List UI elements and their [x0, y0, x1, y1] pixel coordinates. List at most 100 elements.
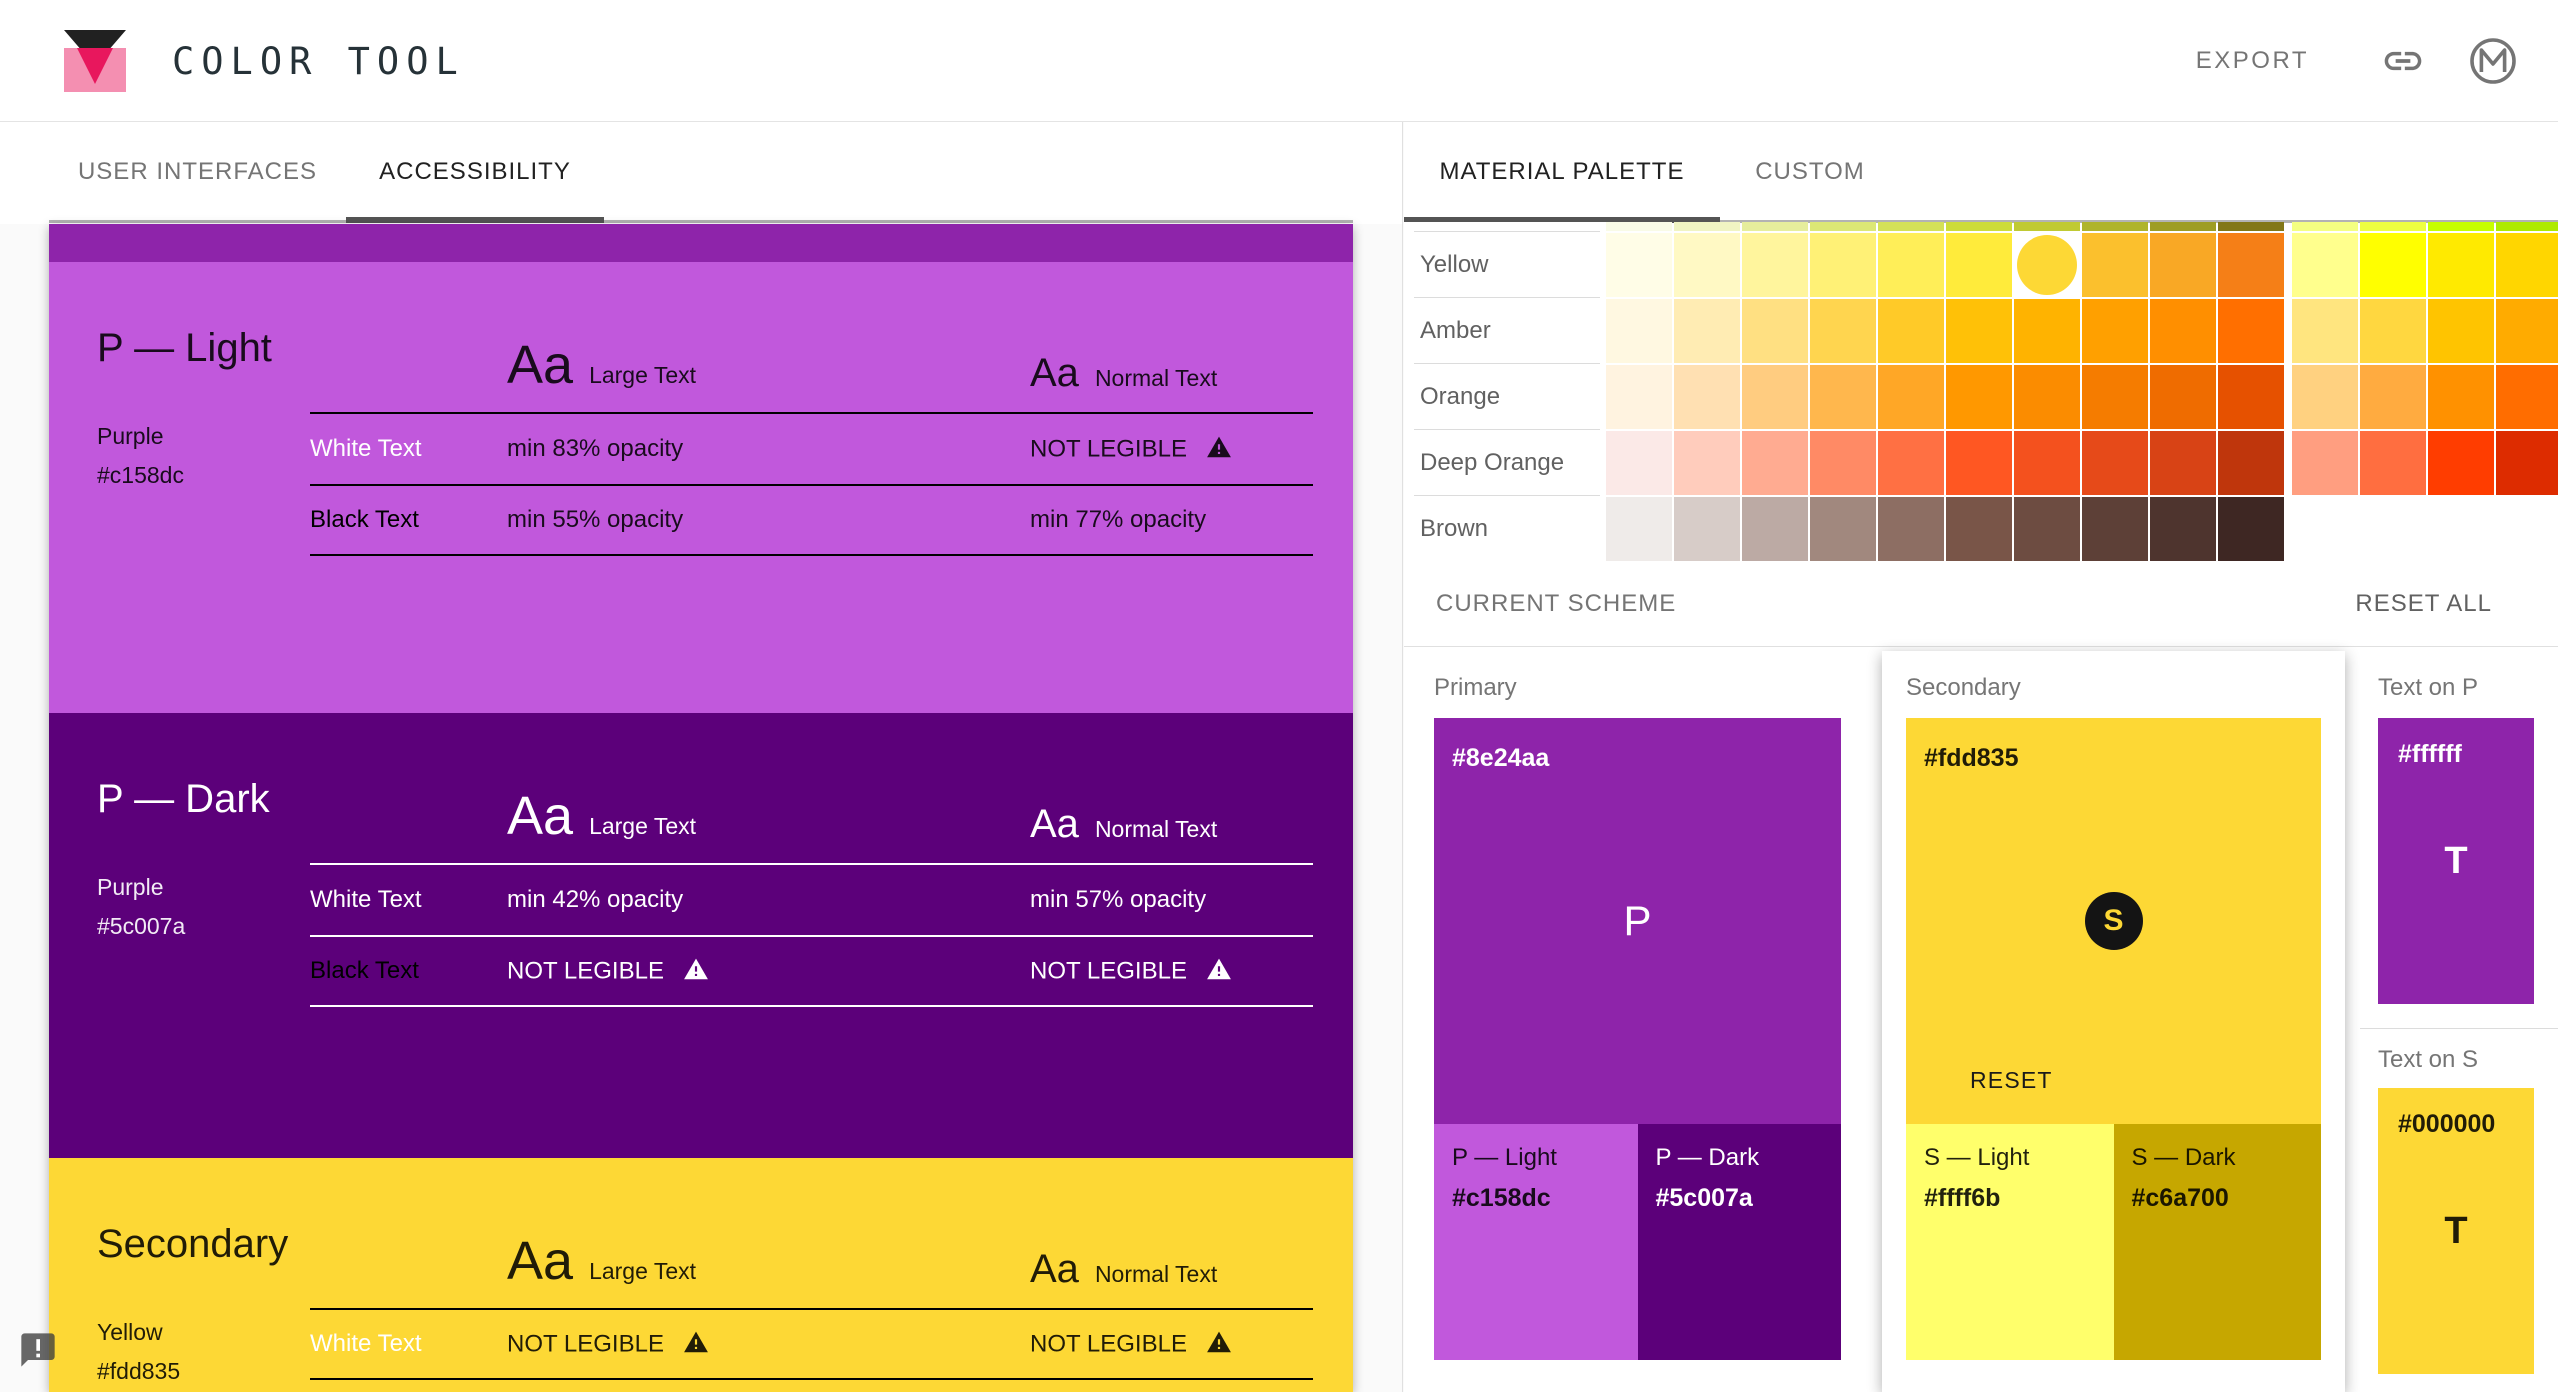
palette-swatch[interactable]	[1878, 431, 1944, 495]
palette-swatch[interactable]	[2150, 497, 2216, 561]
palette-swatch[interactable]	[2496, 431, 2558, 495]
palette-swatch[interactable]	[1674, 431, 1740, 495]
palette-swatch[interactable]	[1946, 233, 2012, 297]
palette-swatch[interactable]	[2150, 299, 2216, 363]
palette-swatch[interactable]	[1810, 222, 1876, 231]
palette-swatch[interactable]	[1674, 497, 1740, 561]
palette-swatch[interactable]	[1606, 299, 1672, 363]
palette-swatch[interactable]	[1742, 365, 1808, 429]
palette-swatch[interactable]	[1878, 233, 1944, 297]
palette-swatch[interactable]	[1810, 431, 1876, 495]
palette-swatch[interactable]	[1674, 299, 1740, 363]
export-button[interactable]: EXPORT	[2195, 47, 2309, 74]
palette-swatch[interactable]	[1606, 431, 1672, 495]
feedback-button[interactable]	[18, 1330, 58, 1370]
palette-swatch[interactable]	[2082, 233, 2148, 297]
material-account-icon[interactable]	[2469, 37, 2517, 85]
palette-swatch[interactable]	[2218, 299, 2284, 363]
reset-all-button[interactable]: RESET ALL	[2355, 589, 2492, 617]
palette-swatch[interactable]	[1606, 497, 1672, 561]
palette-swatch[interactable]	[2292, 365, 2358, 429]
palette-swatch[interactable]	[2014, 431, 2080, 495]
palette-swatch[interactable]	[2428, 431, 2494, 495]
palette-swatch[interactable]	[2428, 365, 2494, 429]
palette-swatch[interactable]	[1810, 299, 1876, 363]
palette-swatch[interactable]	[2014, 365, 2080, 429]
warning-icon	[1207, 958, 1231, 980]
palette-swatch[interactable]	[1674, 365, 1740, 429]
palette-swatch[interactable]	[2218, 431, 2284, 495]
palette-swatch[interactable]	[1742, 299, 1808, 363]
text-on-primary-swatch[interactable]: #ffffff T	[2378, 718, 2534, 1004]
palette-swatch[interactable]	[2150, 431, 2216, 495]
secondary-light-swatch[interactable]: S — Light #ffff6b	[1906, 1124, 2114, 1360]
palette-swatch[interactable]	[2496, 222, 2558, 231]
tab-material-palette[interactable]: MATERIAL PALETTE	[1439, 157, 1685, 185]
palette-swatch[interactable]	[2292, 299, 2358, 363]
palette-swatch[interactable]	[2082, 222, 2148, 231]
palette-swatch[interactable]	[1674, 233, 1740, 297]
palette-swatch[interactable]	[1878, 365, 1944, 429]
palette-swatch[interactable]	[2360, 299, 2426, 363]
tab-custom[interactable]: CUSTOM	[1755, 157, 1865, 185]
palette-swatch[interactable]	[1742, 233, 1808, 297]
palette-swatch[interactable]	[2360, 233, 2426, 297]
tab-user-interfaces[interactable]: USER INTERFACES	[77, 157, 318, 185]
palette-swatch[interactable]	[2014, 222, 2080, 231]
palette-swatch[interactable]	[1810, 233, 1876, 297]
palette-swatch[interactable]	[2082, 431, 2148, 495]
palette-swatch[interactable]	[1810, 497, 1876, 561]
palette-swatch[interactable]	[2218, 233, 2284, 297]
palette-swatch[interactable]	[2218, 365, 2284, 429]
palette-swatch[interactable]	[1946, 431, 2012, 495]
palette-swatch[interactable]	[2014, 299, 2080, 363]
palette-swatch[interactable]	[2082, 365, 2148, 429]
reset-secondary-button[interactable]: RESET	[1970, 1067, 2053, 1093]
text-on-secondary-swatch[interactable]: #000000 T	[2378, 1088, 2534, 1374]
palette-swatch[interactable]	[2496, 299, 2558, 363]
secondary-dark-swatch[interactable]: S — Dark #c6a700	[2113, 1124, 2321, 1360]
palette-swatch[interactable]	[1742, 222, 1808, 231]
primary-light-swatch[interactable]: P — Light #c158dc	[1434, 1124, 1638, 1360]
palette-swatch[interactable]	[2360, 222, 2426, 231]
palette-swatch[interactable]	[2218, 222, 2284, 231]
palette-swatch[interactable]	[2150, 233, 2216, 297]
palette-swatch[interactable]	[1742, 497, 1808, 561]
palette-swatch[interactable]	[2014, 497, 2080, 561]
palette-swatch[interactable]	[2292, 431, 2358, 495]
palette-swatch[interactable]	[2496, 233, 2558, 297]
palette-swatch[interactable]	[1878, 497, 1944, 561]
palette-swatch[interactable]	[1878, 299, 1944, 363]
palette-swatch-selected[interactable]	[2014, 233, 2080, 297]
palette-swatch[interactable]	[2150, 365, 2216, 429]
palette-swatch[interactable]	[1606, 233, 1672, 297]
palette-swatch[interactable]	[2360, 365, 2426, 429]
palette-swatch[interactable]	[2292, 233, 2358, 297]
palette-swatch[interactable]	[1946, 299, 2012, 363]
palette-swatch[interactable]	[1946, 365, 2012, 429]
palette-swatch[interactable]	[1674, 222, 1740, 231]
palette-swatch[interactable]	[1946, 222, 2012, 231]
palette-swatch[interactable]	[2150, 222, 2216, 231]
palette-swatch[interactable]	[1946, 497, 2012, 561]
palette-swatch[interactable]	[2360, 431, 2426, 495]
palette-swatch[interactable]	[2428, 233, 2494, 297]
palette-swatch[interactable]	[1606, 222, 1672, 231]
palette-swatch[interactable]	[1742, 431, 1808, 495]
secondary-swatch[interactable]: #fdd835 S RESET	[1906, 718, 2321, 1124]
palette-swatch[interactable]	[2428, 299, 2494, 363]
palette-swatch[interactable]	[2082, 497, 2148, 561]
palette-swatch[interactable]	[1878, 222, 1944, 231]
palette-swatch[interactable]	[2496, 365, 2558, 429]
primary-dark-swatch[interactable]: P — Dark #5c007a	[1637, 1124, 1841, 1360]
palette-swatch[interactable]	[1810, 365, 1876, 429]
palette-swatch[interactable]	[2428, 222, 2494, 231]
palette-swatch[interactable]	[2292, 222, 2358, 231]
primary-swatch[interactable]: #8e24aa P	[1434, 718, 1841, 1124]
tab-accessibility[interactable]: ACCESSIBILITY	[379, 157, 571, 185]
secondary-selected-marker[interactable]: S	[2084, 892, 2143, 950]
palette-swatch[interactable]	[1606, 365, 1672, 429]
share-link-icon[interactable]	[2381, 39, 2425, 83]
palette-swatch[interactable]	[2082, 299, 2148, 363]
palette-swatch[interactable]	[2218, 497, 2284, 561]
